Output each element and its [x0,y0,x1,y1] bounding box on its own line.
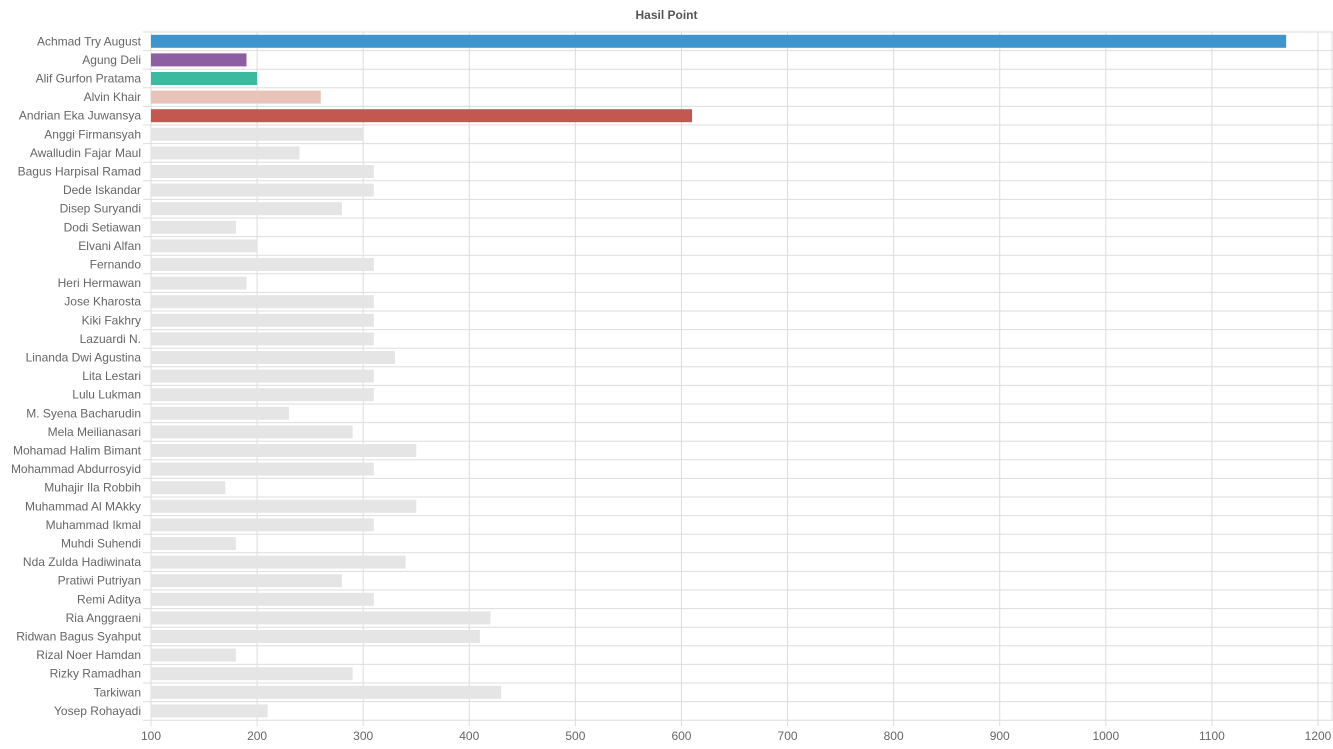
bar [151,685,502,699]
bar [151,34,1287,48]
category-label: Linanda Dwi Agustina [26,351,142,365]
bar [151,462,374,476]
x-tick-label: 700 [778,729,798,743]
bar [151,313,374,327]
category-labels: Achmad Try August Agung Deli Alif Gurfon P… [11,34,142,718]
bar [151,406,289,420]
bar [151,109,693,123]
category-label: Agung Deli [82,53,141,67]
category-label: Awalludin Fajar Maul [30,146,141,160]
category-label: Muhdi Suhendi [61,537,141,551]
bar [151,220,236,234]
bar [151,537,236,550]
x-tick-label: 1200 [1305,729,1332,743]
category-label: Yosep Rohayadi [54,704,141,718]
category-label: Mohamad Halim Bimant [13,444,142,458]
x-tick-label: 200 [247,729,267,743]
x-tick-label: 600 [671,729,691,743]
category-label: Alvin Khair [84,90,141,104]
bar [151,295,374,309]
x-tick-label: 900 [990,729,1010,743]
bar [151,258,374,271]
category-label: Alif Gurfon Pratama [36,72,142,86]
category-label: Mohammad Abdurrosyid [11,462,141,476]
bar [151,72,258,85]
category-label: Pratiwi Putriyan [58,574,141,588]
bar [151,388,374,402]
bar [151,146,300,160]
chart-title: Hasil Point [635,8,698,22]
x-tick-label: 1100 [1199,729,1225,743]
category-label: Lulu Lukman [72,388,141,402]
bars [151,34,1287,718]
category-label: Rizky Ramadhan [50,667,141,681]
category-label: Rizal Noer Hamdan [36,648,141,662]
category-label: Fernando [90,258,142,272]
bar [151,165,374,178]
bar [151,704,268,718]
x-tick-label: 500 [565,729,585,743]
bar [151,332,374,346]
bar [151,518,374,532]
x-tick-label: 300 [353,729,373,743]
bar [151,239,258,253]
category-label: Ria Anggraeni [66,611,141,625]
category-label: Heri Hermawan [58,276,141,290]
category-label: Tarkiwan [94,685,141,699]
category-label: Nda Zulda Hadiwinata [23,555,141,569]
category-label: Jose Kharosta [64,295,141,309]
bar [151,90,321,104]
x-tick-label: 800 [884,729,904,743]
category-label: Dede Iskandar [63,183,141,197]
category-label: Dodi Setiawan [64,220,141,234]
bar [151,183,374,197]
bar [151,369,374,383]
category-label: Muhajir Ila Robbih [44,481,141,495]
x-tick-label: 400 [459,729,479,743]
category-label: Lita Lestari [82,369,141,383]
category-label: Bagus Harpisal Ramad [18,165,141,179]
category-label: M. Syena Bacharudin [26,406,141,420]
bar [151,53,247,67]
bar [151,351,396,364]
bar [151,425,353,439]
bar [151,648,236,662]
bar [151,574,342,588]
category-label: Mela Meilianasari [48,425,141,439]
bar [151,202,342,216]
category-label: Remi Aditya [77,592,141,606]
category-label: Kiki Fakhry [82,313,141,327]
bar [151,127,364,141]
bar [151,630,480,643]
bar [151,444,417,457]
bar [151,667,353,681]
bar [151,276,247,290]
bar [151,611,491,625]
bar [151,499,417,513]
x-axis-tick-labels: 100 200 300 400 500 600 700 800 900 1000 1100 1200 [141,729,1332,743]
category-label: Elvani Alfan [78,239,141,253]
bar [151,555,406,569]
bar [151,592,374,606]
x-tick-label: 1000 [1092,729,1119,743]
category-label: Muhammad Ikmal [46,518,141,532]
grid-lines [143,31,1333,727]
category-label: Achmad Try August [37,34,142,48]
category-label: Muhammad Al MAkky [25,499,141,513]
category-label: Lazuardi N. [80,332,141,346]
x-tick-label: 100 [141,729,161,743]
category-label: Andrian Eka Juwansya [19,109,141,123]
category-label: Disep Suryandi [60,202,141,216]
category-label: Ridwan Bagus Syahput [16,630,141,644]
bar [151,481,226,495]
category-label: Anggi Firmansyah [44,127,141,141]
